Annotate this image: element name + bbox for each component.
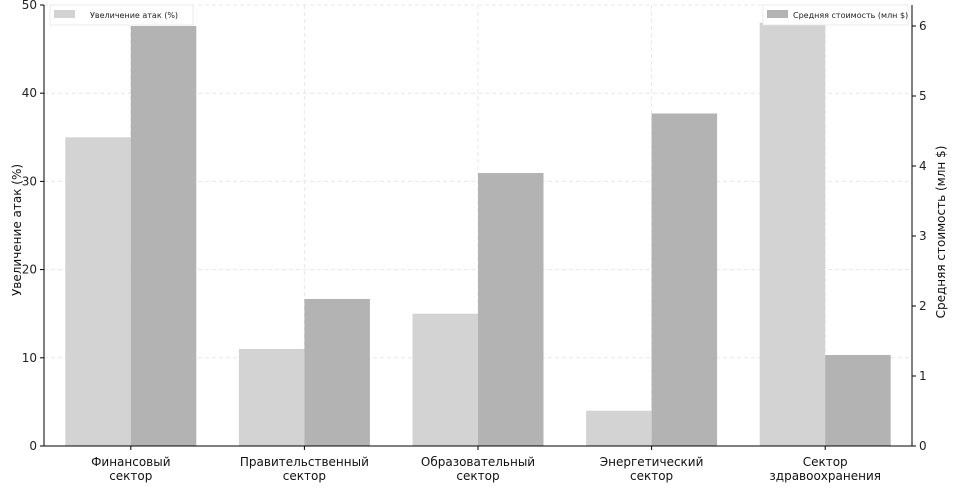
x-tick-label: Правительственный сектор (240, 455, 369, 483)
bars-layer (65, 22, 891, 447)
y-tick-label-right: 5 (919, 89, 927, 103)
x-tick-label-line: Образовательный (421, 455, 535, 469)
x-tick-label-line: Правительственный (240, 455, 369, 469)
x-tick-label-line: Финансовый (91, 455, 170, 469)
y-tick-label-right: 0 (919, 439, 927, 453)
x-tick-label-line: сектор (283, 469, 326, 483)
x-tick-label-line: сектор (630, 469, 673, 483)
legend-left: Увеличение атак (%) (49, 4, 194, 26)
y-tick-label-right: 3 (919, 229, 927, 243)
x-tick-label-line: Сектор (803, 455, 848, 469)
bar-attack-increase-3 (586, 410, 652, 446)
legend-right-label: Средняя стоимость (млн $) (793, 11, 908, 20)
legend-right-frame (762, 4, 909, 26)
y-tick-label-right: 1 (919, 369, 927, 383)
legend-right: Средняя стоимость (млн $) (762, 4, 909, 26)
bar-avg-cost-3 (651, 113, 718, 446)
x-tick-label-line: сектор (456, 469, 499, 483)
bar-avg-cost-2 (478, 173, 544, 446)
legend-left-label: Увеличение атак (%) (90, 11, 178, 20)
bar-attack-increase-2 (412, 313, 478, 446)
x-tick-label: Энергетический сектор (600, 455, 704, 483)
labels-layer: Увеличение атак (%) Средняя стоимость (м… (10, 146, 948, 319)
bar-attack-increase-4 (759, 22, 826, 446)
y-tick-label-left: 50 (22, 0, 37, 12)
bar-attack-increase-0 (65, 137, 131, 447)
y-axis-title-right: Средняя стоимость (млн $) (934, 146, 948, 319)
y-tick-label-left: 30 (22, 174, 37, 188)
y-tick-label-right: 6 (919, 19, 927, 33)
y-tick-label-left: 10 (22, 351, 37, 365)
x-tick-label: Финансовый сектор (91, 455, 170, 483)
x-tick-label-line: Энергетический (600, 455, 704, 469)
x-tick-label-line: сектор (109, 469, 152, 483)
y-axis-title-left: Увеличение атак (%) (10, 164, 24, 296)
x-tick-label: Сектор здравоохранения (769, 455, 881, 483)
y-tick-label-left: 20 (22, 263, 37, 277)
x-tick-label-line: здравоохранения (769, 469, 881, 483)
bar-avg-cost-1 (304, 299, 370, 446)
y-tick-label-left: 0 (29, 439, 37, 453)
bar-attack-increase-1 (238, 348, 305, 446)
y-tick-label-right: 2 (919, 299, 927, 313)
y-tick-label-right: 4 (919, 159, 927, 173)
bar-avg-cost-4 (825, 355, 891, 446)
bar-avg-cost-0 (130, 26, 197, 446)
legend-left-frame (49, 4, 194, 26)
legend-left-swatch (54, 10, 75, 18)
x-tick-label: Образовательный сектор (421, 455, 535, 483)
legend-right-swatch (767, 10, 788, 18)
y-tick-label-left: 40 (22, 86, 37, 100)
